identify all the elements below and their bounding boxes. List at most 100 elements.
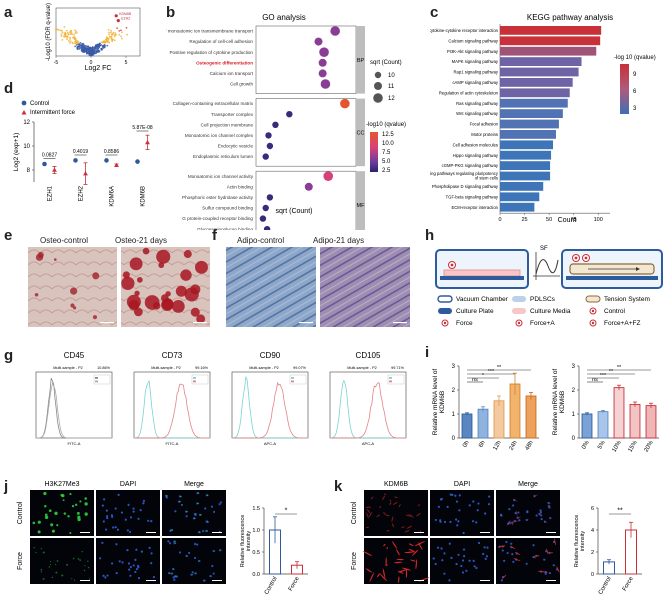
h-legend-force: Force	[456, 320, 473, 327]
flow-marker-title: CD105	[356, 351, 381, 360]
if-signal	[55, 571, 58, 574]
if-scale-bar	[546, 532, 556, 533]
panel-label-b: b	[166, 4, 176, 21]
if-dapi-nucleus	[487, 503, 491, 506]
kegg-category-label: of stem cells	[475, 176, 498, 181]
go-color-legend-title: -log10 (qvalue)	[366, 122, 406, 128]
f-title-control: Adipo-control	[237, 236, 285, 245]
if-dapi-nucleus	[439, 498, 443, 501]
adipo-scale-bar-2	[393, 322, 407, 324]
if-dapi-nucleus	[472, 500, 475, 503]
flow-subtitle: Multi-sample - P2	[249, 366, 279, 370]
panel-label-k: k	[334, 478, 343, 495]
if-signal	[365, 568, 373, 573]
if-dapi-nucleus	[436, 546, 440, 549]
osteo-21d-nodule	[144, 295, 160, 310]
volcano-point	[82, 42, 84, 45]
if-dapi-nucleus	[132, 507, 135, 510]
if-merge-signal	[204, 579, 206, 582]
if-signal	[408, 543, 414, 547]
kegg-bar	[500, 67, 579, 77]
if-merge-nucleus	[191, 571, 194, 574]
d-pvalue-label: 5.87E-08	[132, 125, 153, 131]
go-term-label: Regulation of cell-cell adhesion	[189, 39, 253, 44]
if-signal	[50, 523, 54, 527]
if-merge-nucleus	[540, 518, 543, 521]
if-image	[30, 538, 94, 584]
panel-label-a: a	[4, 4, 13, 21]
flow-xaxis-label: FITC-A	[68, 441, 81, 446]
volcano-point	[74, 40, 77, 42]
volcano-point	[70, 32, 73, 35]
volcano-x-ticks: -5 0 5	[54, 56, 128, 66]
if-signal	[71, 504, 75, 508]
if-signal	[71, 578, 73, 580]
osteo-control-nodule	[34, 292, 39, 297]
if-scale-bar	[414, 580, 424, 581]
if-dapi-nucleus	[455, 562, 458, 566]
if-signal	[412, 549, 419, 556]
if-sig-label: *	[285, 508, 288, 515]
kegg-bar	[500, 109, 563, 118]
i-category-label: 0h	[462, 440, 471, 449]
volcano-point	[106, 37, 108, 39]
volcano-point	[93, 47, 96, 50]
if-signal	[48, 566, 51, 568]
d-legend-control: Control	[30, 101, 49, 107]
if-image	[496, 538, 560, 584]
volcano-point	[108, 36, 111, 38]
if-dapi-nucleus	[147, 519, 150, 522]
d-legend-force-marker	[21, 110, 27, 115]
volcano-point	[107, 40, 110, 42]
if-dapi-nucleus	[135, 567, 139, 571]
i-bar	[493, 400, 505, 439]
if-signal	[382, 495, 385, 501]
if-merge-nucleus	[512, 560, 515, 563]
flow-xaxis-label: FITC-A	[166, 441, 179, 446]
kegg-bar	[500, 78, 573, 87]
i-sig-label: **	[617, 365, 622, 371]
if-merge-nucleus	[164, 494, 168, 498]
i-bar	[613, 387, 625, 439]
if-merge-nucleus	[209, 575, 212, 578]
if-merge-nucleus	[178, 495, 182, 498]
if-dapi-nucleus	[132, 564, 135, 567]
if-h3k27me3-panel: H3K27Me3 DAPI Merge Control Force 0.0 0.5 1.0 1.…	[17, 481, 308, 596]
if-dapi-nucleus	[485, 555, 489, 558]
i-category-label: 5%	[597, 439, 607, 450]
if-signal	[44, 515, 49, 520]
i-ylabel: Relative mRNA level of	[432, 369, 439, 436]
i-category-label: 12h	[493, 440, 503, 452]
d-y-tick-label: 12	[23, 120, 30, 126]
if-signal	[84, 512, 88, 516]
d-y-tick-label: 10	[23, 144, 30, 150]
d-category-label: EZH1	[48, 185, 54, 201]
if-signal	[408, 514, 414, 518]
if-merge-nucleus	[548, 571, 552, 575]
if-merge-signal	[169, 572, 171, 574]
if-signal	[87, 566, 90, 569]
if-dapi-nucleus	[448, 542, 451, 545]
if-merge-nucleus	[196, 491, 199, 495]
h-pdlscs-swatch	[512, 296, 526, 302]
panel-label-e: e	[4, 227, 13, 244]
if-signal	[62, 499, 65, 502]
if-signal	[384, 493, 387, 496]
if-column-title: Merge	[518, 481, 538, 488]
panel-label-d: d	[4, 80, 14, 97]
if-merge-nucleus	[540, 514, 543, 517]
volcano-point	[65, 29, 68, 32]
flow-legend-box	[191, 374, 209, 385]
i-y-tick-label: 1	[572, 412, 576, 418]
d-force-point	[83, 171, 88, 176]
if-dapi-nucleus	[475, 566, 478, 570]
if-dapi-nucleus	[129, 516, 133, 519]
volcano-point	[99, 44, 101, 47]
if-signal	[365, 506, 372, 508]
volcano-point	[101, 41, 104, 44]
if-merge-nucleus	[204, 507, 207, 510]
panel-label-j: j	[4, 478, 9, 495]
if-merge-nucleus	[525, 562, 528, 565]
go-dot	[262, 204, 269, 212]
if-signal	[42, 551, 45, 554]
